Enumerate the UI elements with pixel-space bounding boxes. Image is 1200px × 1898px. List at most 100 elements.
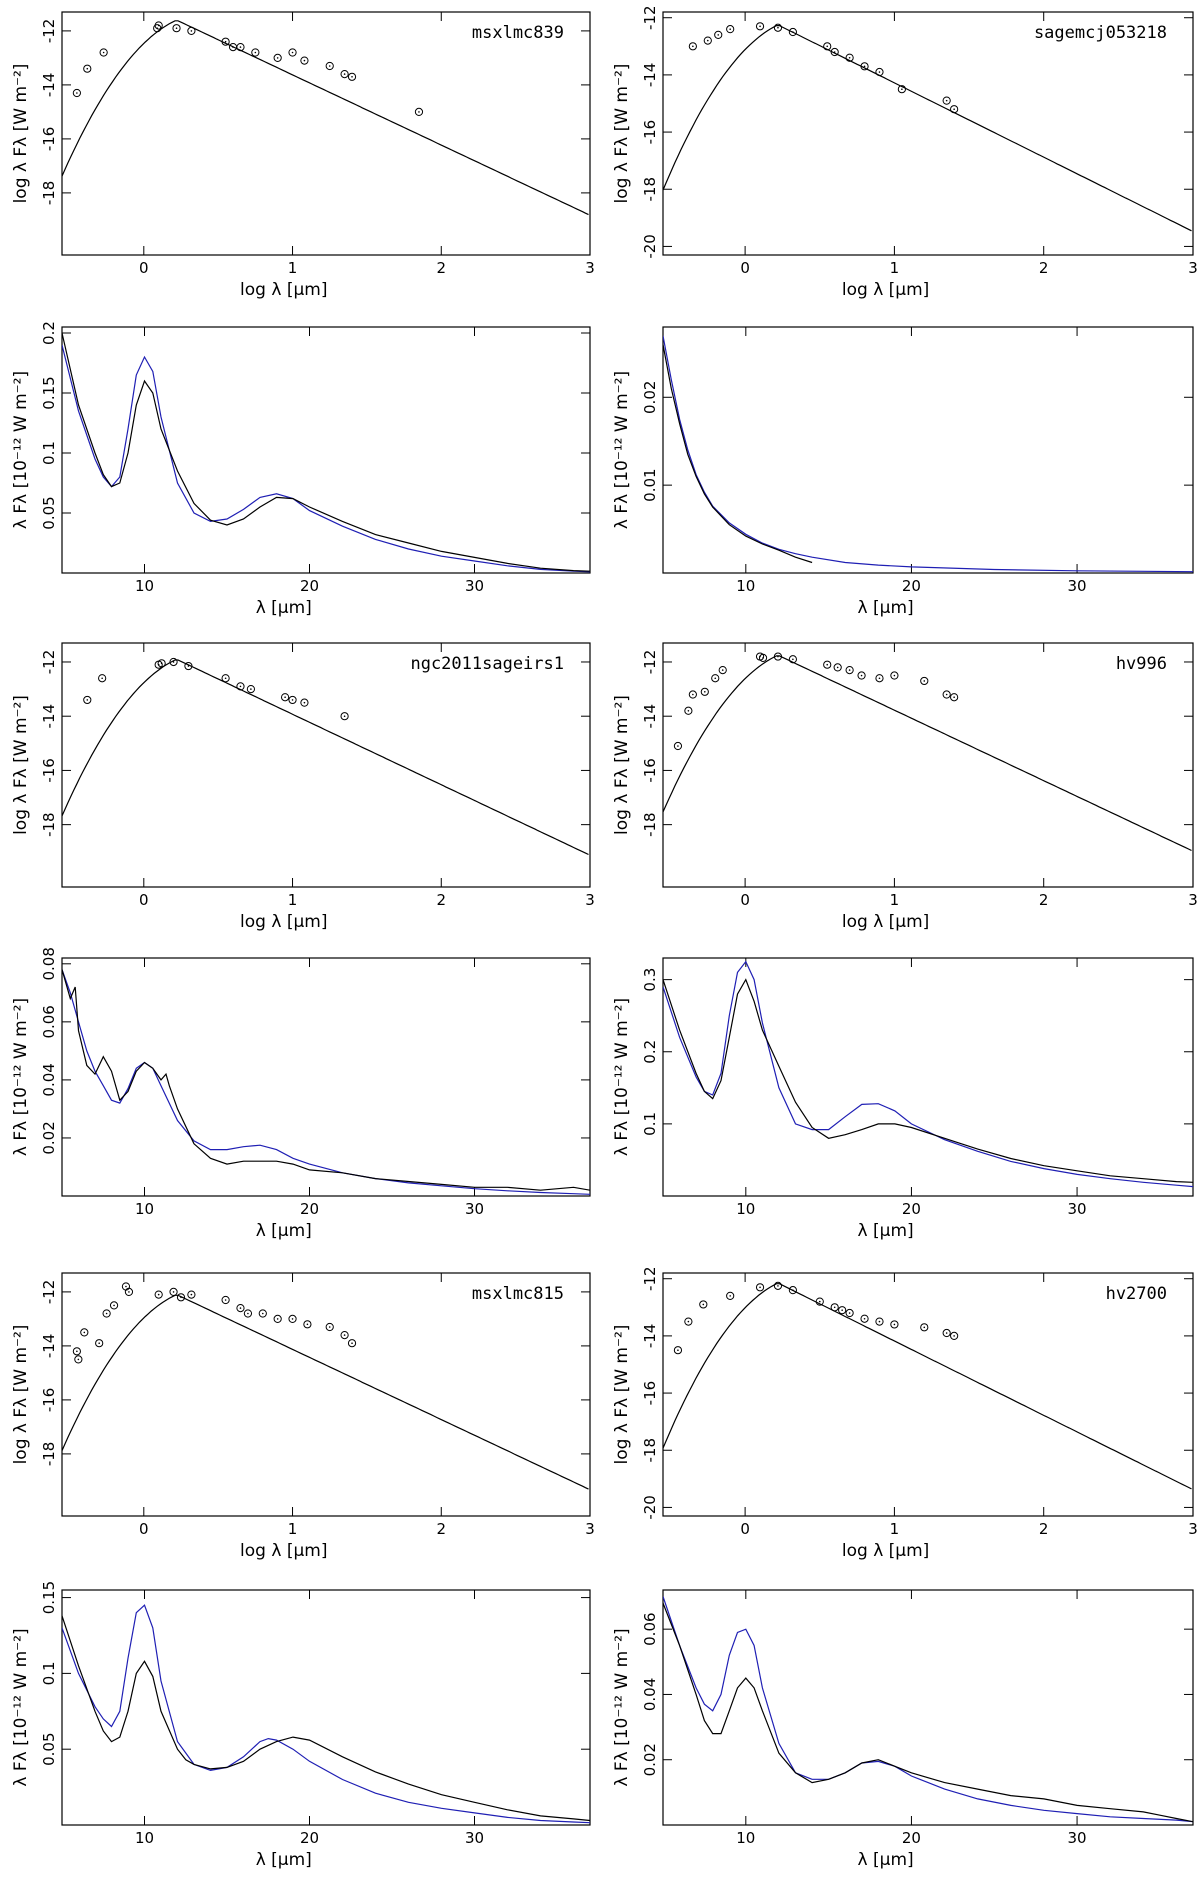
y-tick-label: -20	[641, 234, 659, 259]
photometry-point	[236, 43, 245, 52]
photometry-point-center	[792, 1289, 794, 1291]
x-tick-label: 0	[139, 891, 149, 909]
plot-area	[663, 652, 1192, 852]
sed-model-curve	[62, 659, 589, 856]
photometry-point	[758, 653, 768, 663]
photometry-point-center	[239, 46, 242, 48]
photometry-point-center	[833, 51, 836, 53]
y-tick-label: -14	[40, 73, 58, 98]
y-tick-label: 0.15	[40, 1581, 58, 1614]
photometry-point-center	[276, 1318, 279, 1320]
photometry-point	[773, 1281, 783, 1290]
photometry-point-center	[86, 67, 89, 70]
photometry-point-center	[893, 1323, 896, 1326]
panel-hv2700: 0 1 2 3 -12 -14 -16 -18 -20 log λ [μm] log λ Fλ [W…	[612, 1266, 1198, 1561]
panel-spec-msxlmc815: 10 20 30 0.05 0.1 0.15 λ [μm] λ Fλ [10⁻¹² W m⁻²…	[11, 1581, 591, 1870]
photometry-point	[72, 1347, 81, 1356]
photometry-point-center	[83, 1331, 86, 1334]
y-tick-label: 0.02	[641, 1743, 659, 1776]
panel-ngc2011sageirs1: 0 1 2 3 -12 -14 -16 -18 log λ [μm] log λ Fλ [W m⁻…	[11, 642, 595, 932]
photometry-point	[169, 1287, 178, 1297]
y-tick-label: -12	[641, 1266, 659, 1291]
photometry-point-center	[953, 1335, 955, 1337]
photometry-point	[221, 1295, 230, 1305]
photometry-point-center	[102, 51, 105, 54]
photometry-point-center	[113, 1304, 115, 1307]
x-tick-label: 3	[1188, 891, 1198, 909]
y-axis-label: log λ Fλ [W m⁻²]	[11, 64, 31, 204]
x-axis-label: log λ [μm]	[842, 912, 929, 932]
photometry-point	[875, 674, 884, 683]
x-axis-label: λ [μm]	[256, 1850, 312, 1870]
photometry-point-center	[704, 691, 706, 693]
y-tick-label: -16	[40, 1388, 58, 1413]
photometry-point-center	[418, 111, 420, 113]
photometry-point	[823, 660, 832, 669]
photometry-point-center	[777, 655, 779, 658]
x-tick-label: 3	[585, 259, 595, 277]
x-tick-label: 20	[902, 577, 921, 595]
photometry-point-center	[863, 1317, 866, 1320]
x-tick-label: 3	[1188, 259, 1198, 277]
photometry-point-center	[687, 1320, 690, 1323]
x-axis-label: log λ [μm]	[240, 1541, 327, 1561]
photometry-point-center	[836, 666, 839, 669]
y-tick-label: -12	[641, 650, 659, 675]
panel-spec-hv996: 10 20 30 0.1 0.2 0.3 λ [μm] λ Fλ [10⁻¹² W m⁻²]	[612, 957, 1194, 1241]
photometry-point	[815, 1297, 824, 1306]
x-tick-label: 10	[736, 577, 755, 595]
y-tick-label: -20	[641, 1495, 659, 1520]
panel-spec-msxlmc839: 10 20 30 0.05 0.1 0.15 0.2 λ [μm] λ Fλ [10⁻¹² W …	[11, 321, 591, 618]
x-tick-label: 0	[139, 1520, 149, 1538]
x-tick-label: 2	[436, 259, 446, 277]
x-tick-label: 1	[890, 259, 900, 277]
photometry-point	[273, 1314, 282, 1324]
photometry-point	[726, 25, 735, 34]
x-tick-label: 30	[1068, 577, 1087, 595]
photometry-point	[236, 682, 245, 691]
y-tick-label: -18	[641, 177, 659, 202]
y-tick-label: 0.06	[641, 1612, 659, 1645]
photometry-point-center	[224, 1299, 227, 1301]
photometry-point-center	[759, 25, 761, 28]
photometry-point-center	[945, 1332, 948, 1334]
photometry-point-center	[945, 99, 948, 102]
plot-area	[663, 960, 1193, 1188]
x-axis-label: λ [μm]	[858, 598, 914, 618]
x-tick-label: 20	[902, 1200, 921, 1218]
photometry-point-center	[953, 696, 955, 699]
x-axis-label: log λ [μm]	[240, 280, 327, 300]
model-spectrum-line	[663, 335, 1193, 573]
photometry-point	[673, 1346, 683, 1355]
photometry-point-center	[848, 56, 851, 59]
photometry-point	[857, 671, 866, 680]
panel-spec-ngc2011sageirs1: 10 20 30 0.02 0.04 0.06 0.08 λ [μm] λ Fλ [10⁻¹² …	[11, 947, 591, 1241]
plot-frame	[662, 642, 1194, 888]
y-tick-label: -16	[40, 127, 58, 152]
y-tick-label: 0.04	[40, 1063, 58, 1096]
photometry-point	[942, 96, 951, 105]
photometry-point-center	[105, 1312, 108, 1315]
photometry-point	[920, 1323, 929, 1332]
x-tick-label: 1	[890, 891, 900, 909]
photometry-point	[897, 85, 906, 94]
photometry-point	[99, 48, 108, 57]
photometry-point	[340, 712, 349, 721]
panel-spec-hv2700: 10 20 30 0.02 0.04 0.06 λ [μm] λ Fλ [10⁻¹² W m⁻…	[612, 1589, 1194, 1870]
x-tick-label: 2	[436, 891, 446, 909]
photometry-point	[755, 22, 765, 31]
photometry-point-center	[77, 1358, 80, 1361]
photometry-point-center	[818, 1300, 821, 1303]
photometry-point-center	[276, 57, 279, 59]
photometry-point	[875, 67, 884, 77]
sed-model-curve	[663, 1283, 1192, 1490]
y-tick-label: -12	[641, 5, 659, 30]
photometry-point	[221, 674, 230, 683]
plot-frame	[662, 11, 1194, 256]
photometry-point-center	[86, 699, 89, 701]
photometry-point	[288, 1314, 297, 1324]
x-tick-label: 1	[288, 1520, 298, 1538]
photometry-point-center	[239, 685, 242, 688]
x-tick-label: 10	[135, 577, 154, 595]
photometry-point-center	[172, 1291, 175, 1293]
